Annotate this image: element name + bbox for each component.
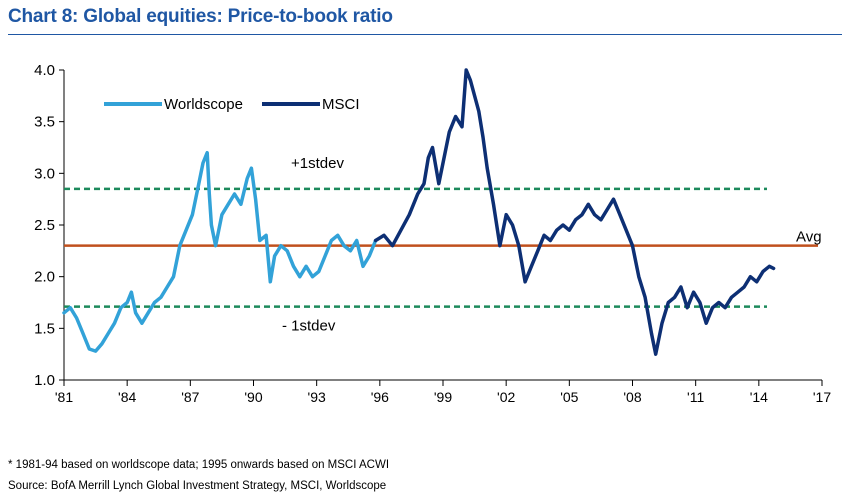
x-tick-label: '14 — [750, 389, 768, 405]
x-tick-label: '05 — [560, 389, 578, 405]
title-rule — [8, 34, 842, 35]
x-tick-label: '93 — [308, 389, 326, 405]
chart-title: Chart 8: Global equities: Price-to-book … — [8, 6, 393, 27]
x-tick-label: '96 — [371, 389, 389, 405]
x-tick-label: '90 — [244, 389, 262, 405]
series-line-worldscope — [62, 150, 378, 353]
x-tick-label: '84 — [118, 389, 136, 405]
x-tick-label: '02 — [497, 389, 515, 405]
y-tick-label: 1.0 — [34, 372, 55, 389]
y-tick-label: 3.5 — [34, 114, 55, 131]
series-line-msci — [373, 68, 776, 356]
legend-label-worldscope: Worldscope — [164, 96, 243, 113]
x-tick-label: '81 — [55, 389, 73, 405]
footnote: * 1981-94 based on worldscope data; 1995… — [8, 459, 390, 471]
legend-label-msci: MSCI — [322, 96, 360, 113]
plus-1stdev-label: +1stdev — [291, 155, 344, 172]
source-note: Source: BofA Merrill Lynch Global Invest… — [8, 480, 387, 492]
y-tick-label: 1.5 — [34, 320, 55, 337]
y-tick-label: 2.5 — [34, 217, 55, 234]
x-tick-label: '17 — [813, 389, 831, 405]
minus-1stdev-label: - 1stdev — [282, 318, 336, 335]
y-tick-label: 4.0 — [34, 62, 55, 79]
y-tick-label: 2.0 — [34, 269, 55, 286]
x-tick-label: '08 — [623, 389, 641, 405]
x-tick-label: '11 — [687, 389, 704, 405]
x-tick-label: '99 — [434, 389, 452, 405]
avg-label: Avg — [796, 229, 822, 246]
x-tick-label: '87 — [181, 389, 199, 405]
y-tick-label: 3.0 — [34, 165, 55, 182]
